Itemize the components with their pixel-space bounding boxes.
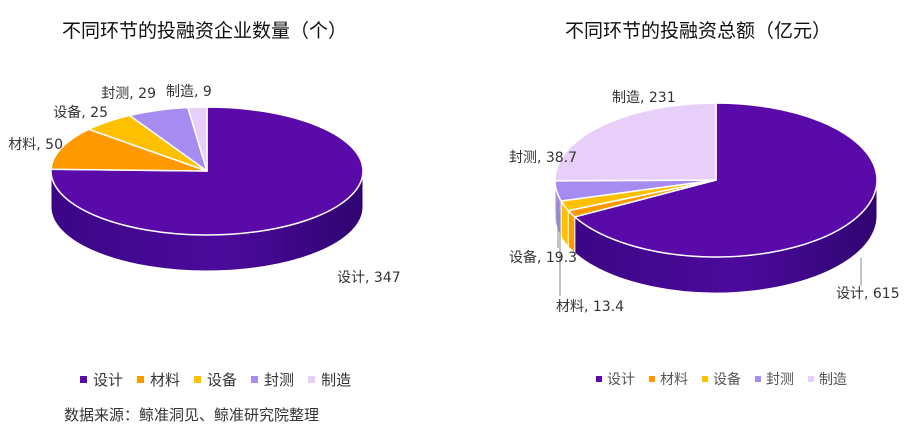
- right-legend-label-equipment: 设备: [713, 372, 741, 388]
- left-pie-data-label-design: 设计, 347: [337, 270, 401, 286]
- right-legend-item-manufacturing: 制造: [808, 369, 847, 389]
- right-legend-swatch-packaging-testing: [755, 376, 761, 382]
- left-legend: 设计 材料 设备 封测 制造: [80, 369, 351, 390]
- right-legend-swatch-design: [596, 376, 602, 382]
- left-pie-slice-manufacturing: [187, 106, 208, 172]
- left-legend-swatch-materials: [137, 376, 145, 383]
- left-legend-item-equipment: 设备: [194, 369, 237, 390]
- right-pie-slice-manufacturing: [554, 102, 717, 182]
- right-pie-data-label-equipment: 设备, 19.3: [509, 249, 577, 266]
- left-pie-data-label-packaging-testing: 封测, 29: [101, 86, 156, 102]
- data-source-note: 数据来源：鲸准洞见、鲸准研究院整理: [64, 406, 320, 424]
- right-legend-swatch-manufacturing: [808, 376, 814, 382]
- left-legend-item-design: 设计: [80, 369, 123, 390]
- right-legend-item-materials: 材料: [649, 369, 688, 389]
- left-pie-data-label-materials: 材料, 50: [8, 137, 63, 153]
- left-legend-label-packaging-testing: 封测: [264, 371, 295, 389]
- right-legend-label-materials: 材料: [660, 372, 688, 388]
- right-legend-item-packaging-testing: 封测: [755, 369, 794, 389]
- left-legend-swatch-packaging-testing: [251, 376, 259, 383]
- left-pie-slice-materials: [50, 128, 208, 172]
- right-pie-data-label-design: 设计, 615: [836, 286, 900, 302]
- right-legend-item-equipment: 设备: [702, 369, 741, 389]
- right-legend: 设计 材料 设备 封测 制造: [596, 369, 847, 389]
- left-pie-data-label-equipment: 设备, 25: [53, 104, 108, 121]
- left-chart-title: 不同环节的投融资企业数量（个）: [62, 20, 348, 42]
- right-pie-data-label-packaging-testing: 封测, 38.7: [509, 150, 577, 166]
- right-legend-swatch-materials: [649, 376, 655, 382]
- left-legend-swatch-design: [80, 376, 87, 383]
- right-legend-item-design: 设计: [596, 369, 635, 389]
- right-pie-chart: 设计, 615 材料, 13.4 设备, 19.3 封测, 38.7 制造, 231: [509, 90, 900, 315]
- right-pie-data-label-manufacturing: 制造, 231: [612, 90, 676, 106]
- right-legend-label-manufacturing: 制造: [819, 372, 847, 388]
- right-chart-title: 不同环节的投融资总额（亿元）: [565, 20, 832, 42]
- left-pie-chart: 设计, 347 材料, 50 设备, 25 封测, 29 制造, 9: [8, 84, 400, 286]
- right-pie-slice-design: [573, 102, 878, 258]
- left-legend-item-packaging-testing: 封测: [251, 369, 294, 390]
- left-legend-swatch-equipment: [194, 376, 202, 383]
- right-legend-swatch-equipment: [702, 376, 708, 382]
- left-legend-item-manufacturing: 制造: [308, 369, 351, 390]
- left-legend-item-materials: 材料: [137, 369, 180, 390]
- left-legend-swatch-manufacturing: [308, 376, 316, 383]
- left-legend-label-design: 设计: [93, 371, 124, 389]
- right-pie-data-label-materials: 材料, 13.4: [556, 299, 624, 315]
- left-legend-label-materials: 材料: [150, 371, 181, 389]
- left-legend-label-equipment: 设备: [207, 371, 238, 389]
- right-legend-label-packaging-testing: 封测: [766, 372, 794, 388]
- left-legend-label-manufacturing: 制造: [321, 371, 352, 389]
- right-legend-label-design: 设计: [607, 372, 635, 388]
- left-pie-data-label-manufacturing: 制造, 9: [166, 84, 212, 100]
